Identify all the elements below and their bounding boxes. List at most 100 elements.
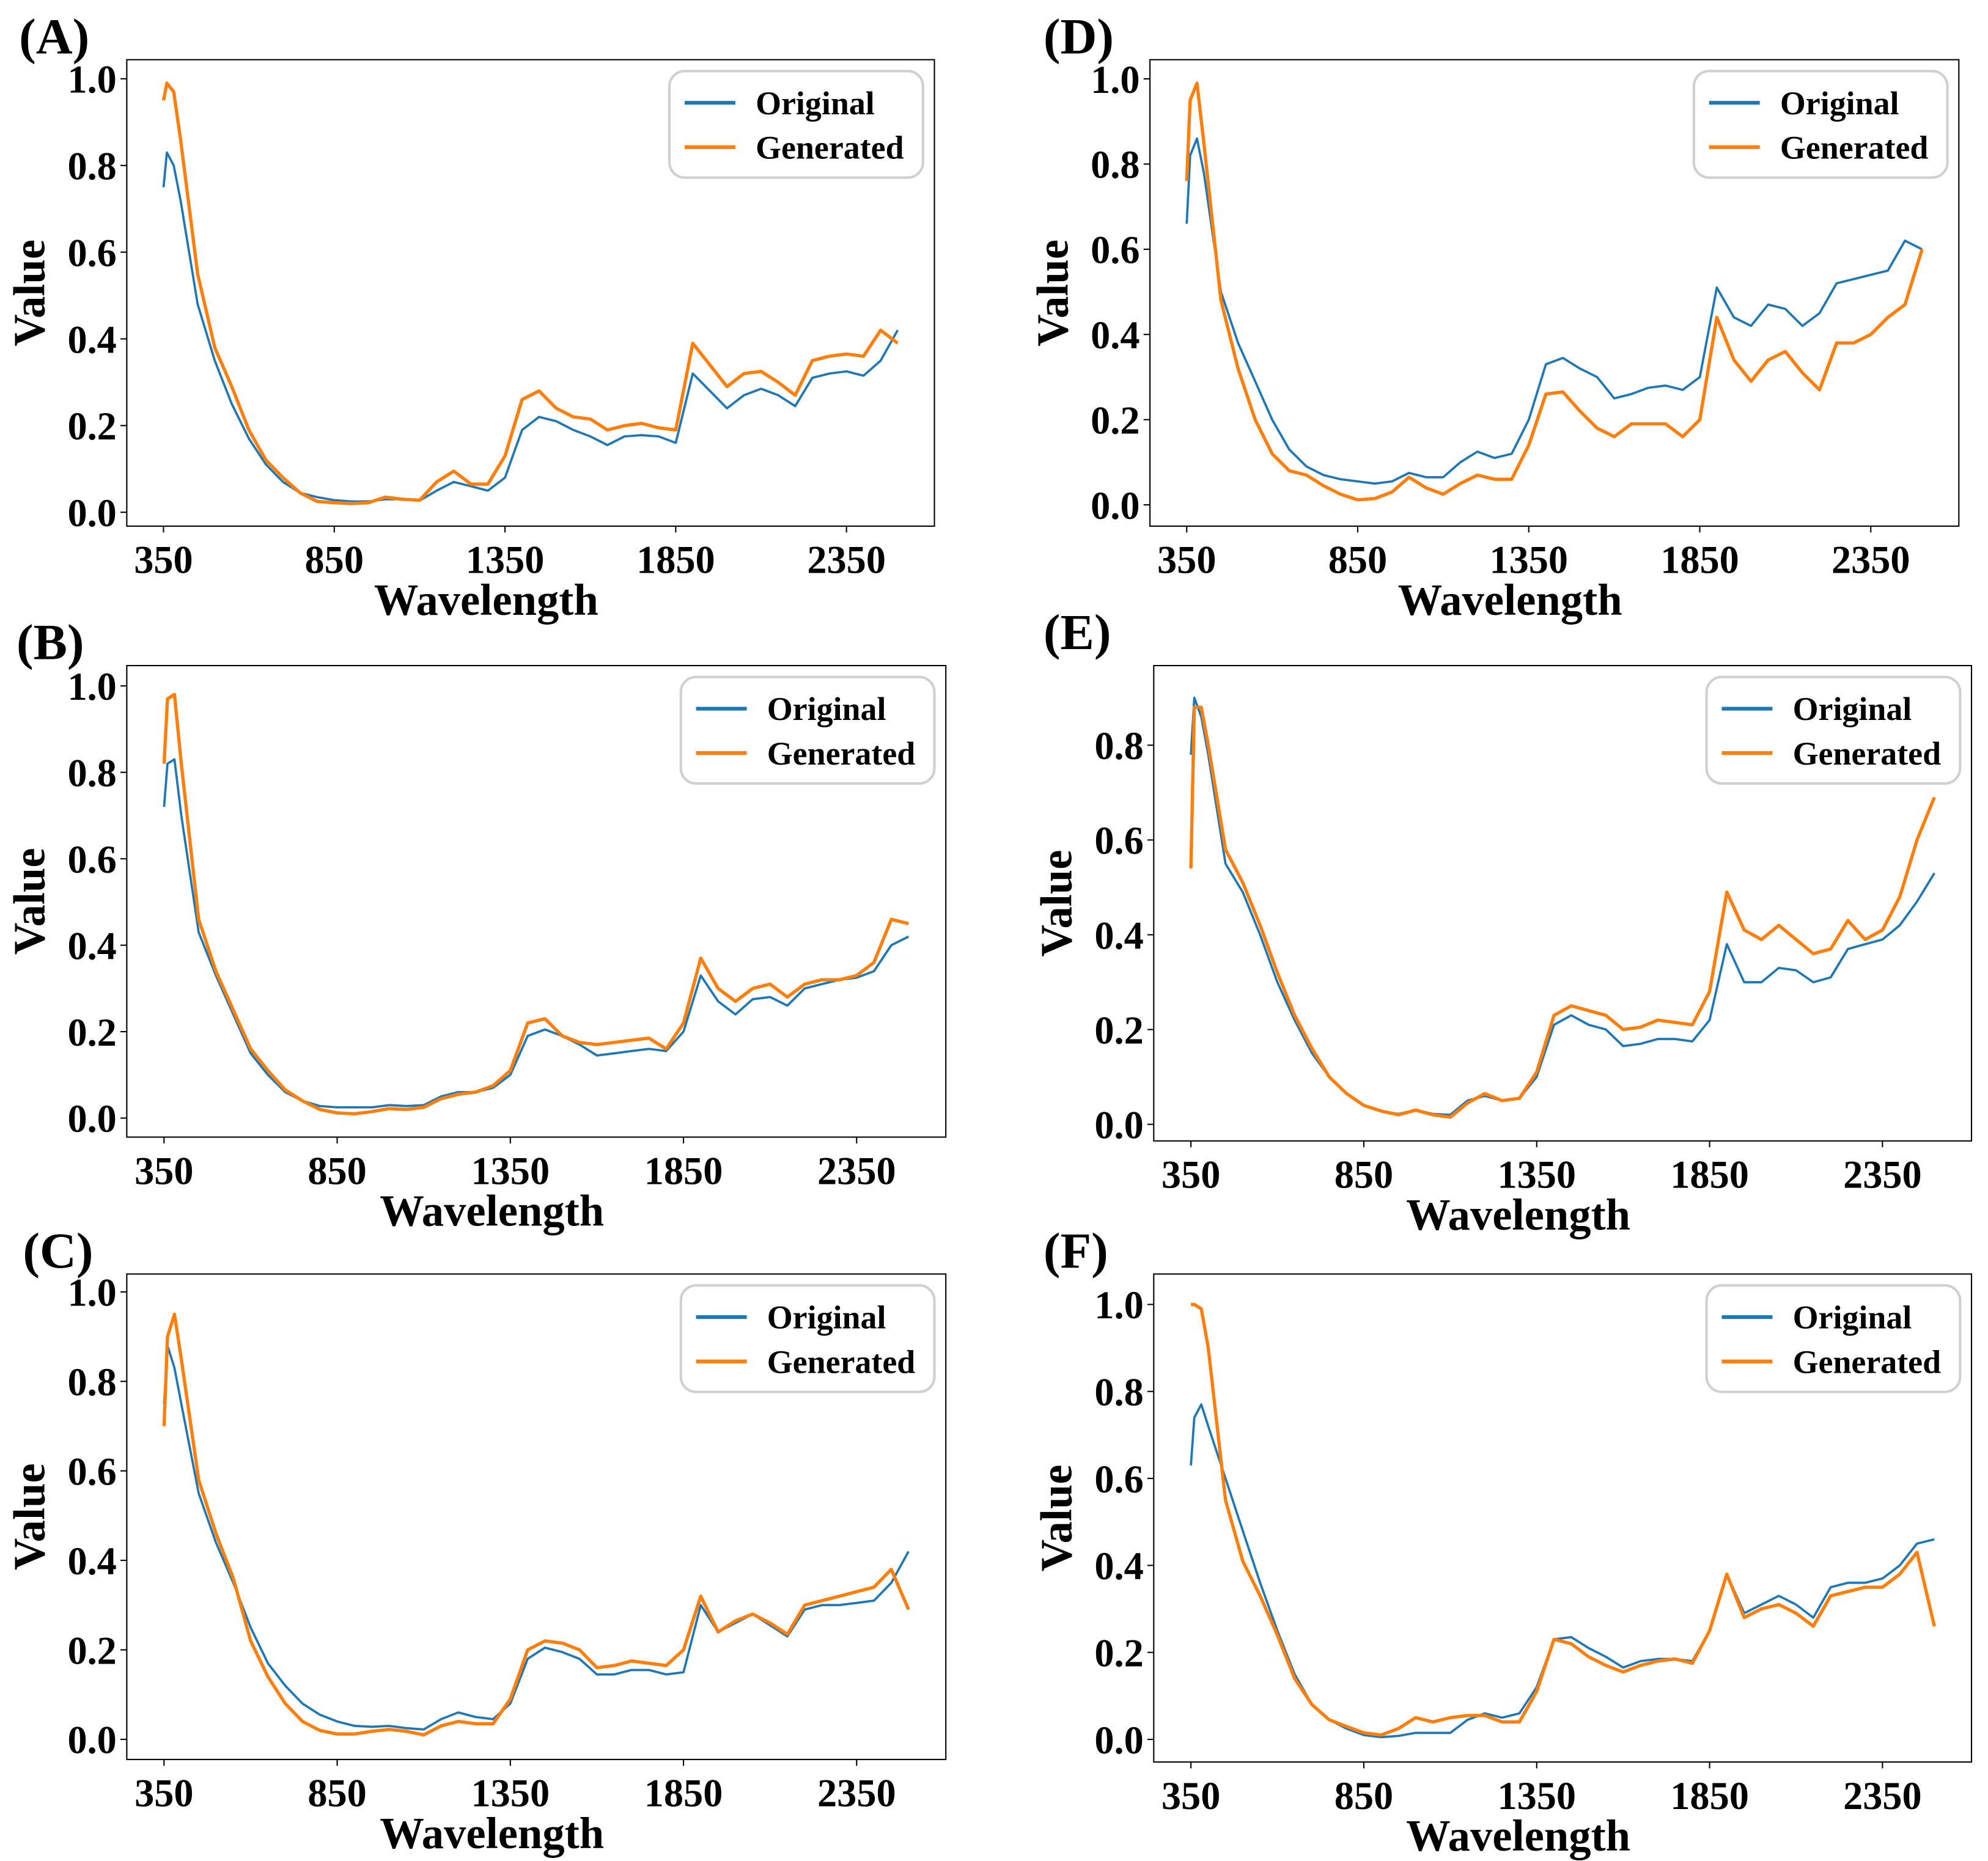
y-tick-label: 0.2	[67, 405, 116, 448]
y-tick-label: 1.0	[67, 58, 116, 101]
y-tick-label: 0.2	[1094, 1008, 1143, 1052]
y-tick-label: 0.6	[67, 838, 116, 881]
chart-panel: (F) 350 850 1350 1850 2350 0.0 0.2 0.4 0.6 0.8 1.0 W…	[1032, 1222, 1973, 1860]
panel-label: (C)	[23, 1222, 93, 1279]
chart-panel: (D) 350 850 1350 1850 2350 0.0 0.2 0.4 0.6 0.8 1.0 W…	[1028, 8, 1960, 625]
x-tick-label: 1350	[471, 1149, 550, 1192]
y-tick-label: 0.2	[1091, 398, 1139, 442]
x-tick-label: 1350	[466, 538, 545, 582]
x-tick-label: 1850	[636, 538, 715, 582]
legend: Original Generated	[679, 675, 936, 785]
y-tick-label: 0.6	[1094, 1458, 1143, 1501]
x-axis-label: Wavelength	[380, 1808, 604, 1858]
y-tick-label: 1.0	[67, 1271, 116, 1315]
x-tick-label: 1850	[1660, 538, 1739, 582]
x-tick-label: 1850	[644, 1772, 723, 1815]
y-tick-label: 0.4	[1094, 1544, 1143, 1588]
legend-box	[679, 675, 936, 785]
panel-label: (B)	[17, 614, 84, 670]
y-tick-label: 0.8	[1094, 1371, 1143, 1414]
x-tick-label: 850	[307, 1772, 366, 1815]
legend-label-generated: Generated	[756, 129, 904, 166]
legend: Original Generated	[668, 70, 924, 179]
y-tick-label: 1.0	[1094, 1283, 1143, 1327]
legend-label-generated: Generated	[1780, 129, 1929, 166]
y-axis-label: Value	[5, 848, 54, 955]
x-tick-label: 350	[1162, 1774, 1220, 1818]
panel-label: (E)	[1044, 604, 1111, 660]
series-line-original	[163, 758, 910, 1109]
x-tick-label: 1350	[1497, 1153, 1576, 1197]
y-tick-label: 0.4	[67, 924, 116, 967]
y-tick-label: 0.8	[67, 752, 116, 795]
legend-label-original: Original	[767, 1299, 886, 1336]
y-tick-label: 0.0	[67, 1097, 116, 1140]
y-axis-label: Value	[1028, 240, 1077, 347]
y-tick-label: 0.0	[1091, 484, 1139, 527]
x-tick-label: 850	[1335, 1774, 1393, 1818]
legend-label-generated: Generated	[1793, 735, 1942, 772]
legend: Original Generated	[1692, 70, 1949, 179]
axes-frame	[1149, 59, 1960, 527]
y-tick-label: 1.0	[67, 665, 116, 708]
y-tick-label: 0.4	[67, 318, 116, 361]
y-tick-label: 0.8	[67, 145, 116, 188]
x-tick-label: 2350	[1843, 1153, 1922, 1197]
series-line-generated	[161, 81, 899, 505]
legend-label-original: Original	[756, 85, 875, 122]
legend-label-original: Original	[1793, 691, 1912, 727]
series-line-generated	[1189, 705, 1936, 1119]
y-axis-label: Value	[1032, 1464, 1081, 1571]
x-tick-label: 850	[1328, 538, 1387, 582]
x-tick-label: 1850	[1670, 1153, 1749, 1197]
y-tick-label: 0.4	[67, 1540, 116, 1583]
legend-box	[679, 1284, 936, 1393]
x-tick-label: 1350	[1489, 538, 1568, 582]
y-tick-label: 0.0	[67, 1719, 116, 1762]
legend: Original Generated	[679, 1284, 936, 1393]
x-tick-label: 2350	[817, 1772, 896, 1815]
y-tick-label: 0.0	[1094, 1719, 1143, 1762]
y-tick-label: 0.2	[1094, 1632, 1143, 1675]
y-tick-label: 0.2	[67, 1011, 116, 1054]
x-tick-label: 2350	[807, 538, 886, 582]
x-tick-label: 2350	[817, 1149, 896, 1192]
legend-label-generated: Generated	[767, 1343, 916, 1380]
axes-frame	[1153, 665, 1973, 1142]
y-tick-label: 0.0	[67, 491, 116, 535]
series-line-original	[1190, 696, 1935, 1116]
y-tick-label: 0.8	[1094, 724, 1143, 768]
y-axis-label: Value	[1032, 850, 1081, 957]
x-tick-label: 350	[134, 538, 193, 582]
series-line-original	[163, 1344, 910, 1731]
y-tick-label: 0.4	[1094, 914, 1143, 957]
x-tick-label: 1850	[1670, 1774, 1749, 1818]
x-tick-label: 350	[1162, 1153, 1220, 1197]
chart-panel: (E) 350 850 1350 1850 2350 0.0 0.2 0.4 0.6 0.8 Wave…	[1032, 604, 1973, 1239]
y-tick-label: 0.6	[1091, 229, 1139, 272]
y-tick-label: 1.0	[1091, 58, 1139, 101]
axes-frame	[126, 1273, 947, 1760]
legend: Original Generated	[1705, 675, 1962, 785]
legend-label-generated: Generated	[767, 735, 916, 772]
x-tick-label: 2350	[1843, 1774, 1922, 1818]
x-tick-label: 850	[1335, 1153, 1393, 1197]
legend-label-original: Original	[1793, 1299, 1912, 1336]
panel-label: (A)	[19, 8, 89, 64]
x-tick-label: 350	[1157, 538, 1216, 582]
panel-label: (D)	[1044, 8, 1114, 64]
y-tick-label: 0.8	[67, 1360, 116, 1404]
x-tick-label: 1850	[644, 1149, 723, 1192]
y-tick-label: 0.8	[1091, 143, 1139, 186]
x-tick-label: 350	[134, 1772, 193, 1815]
y-tick-label: 0.2	[67, 1629, 116, 1672]
legend-box	[668, 70, 924, 179]
y-tick-label: 0.0	[1094, 1103, 1143, 1147]
series-line-generated	[162, 692, 909, 1116]
x-tick-label: 1350	[1497, 1774, 1576, 1818]
series-line-generated	[162, 1312, 910, 1737]
x-axis-label: Wavelength	[1406, 1190, 1630, 1239]
series-line-original	[1185, 137, 1923, 485]
x-axis-label: Wavelength	[380, 1186, 604, 1236]
